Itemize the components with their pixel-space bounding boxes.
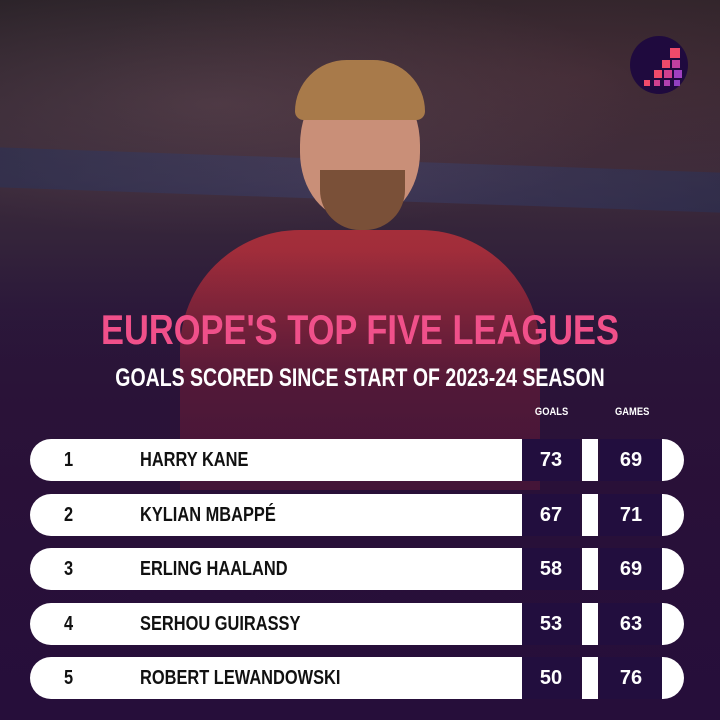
table-row: 3 ERLING HAALAND 58 69 (30, 548, 686, 590)
column-header-goals: GOALS (534, 406, 569, 418)
player-name: SERHOU GUIRASSY (140, 613, 301, 635)
player-name: KYLIAN MBAPPÉ (140, 504, 276, 526)
divider (582, 657, 598, 699)
row-background (30, 603, 522, 645)
rank: 2 (64, 504, 74, 526)
table-row: 5 ROBERT LEWANDOWSKI 50 76 (30, 657, 686, 699)
table-row: 1 HARRY KANE 73 69 (30, 439, 686, 481)
games-value: 69 (600, 439, 662, 481)
rank: 3 (64, 558, 74, 580)
row-background (30, 548, 522, 590)
goals-value: 53 (522, 603, 580, 645)
divider (582, 548, 598, 590)
player-name: HARRY KANE (140, 449, 249, 471)
games-value: 63 (600, 603, 662, 645)
table-row: 4 SERHOU GUIRASSY 53 63 (30, 603, 686, 645)
table-row: 2 KYLIAN MBAPPÉ 67 71 (30, 494, 686, 536)
player-name: ERLING HAALAND (140, 558, 288, 580)
games-value: 69 (600, 548, 662, 590)
goals-value: 50 (522, 657, 580, 699)
row-end-cap (662, 439, 684, 481)
divider (582, 439, 598, 481)
row-background (30, 494, 522, 536)
player-name: ROBERT LEWANDOWSKI (140, 667, 341, 689)
page-title: EUROPE'S TOP FIVE LEAGUES (101, 306, 619, 353)
column-header-games: GAMES (615, 406, 650, 418)
goals-value: 73 (522, 439, 580, 481)
row-end-cap (662, 548, 684, 590)
goals-value: 58 (522, 548, 580, 590)
page-subtitle: GOALS SCORED SINCE START OF 2023-24 SEAS… (115, 364, 605, 392)
games-value: 76 (600, 657, 662, 699)
row-end-cap (662, 494, 684, 536)
bar-steps-logo-icon (630, 36, 688, 94)
games-value: 71 (600, 494, 662, 536)
divider (582, 603, 598, 645)
row-end-cap (662, 603, 684, 645)
row-background (30, 439, 522, 481)
row-end-cap (662, 657, 684, 699)
rank: 1 (64, 449, 74, 471)
rank: 4 (64, 613, 74, 635)
goals-value: 67 (522, 494, 580, 536)
divider (582, 494, 598, 536)
rank: 5 (64, 667, 74, 689)
row-background (30, 657, 522, 699)
